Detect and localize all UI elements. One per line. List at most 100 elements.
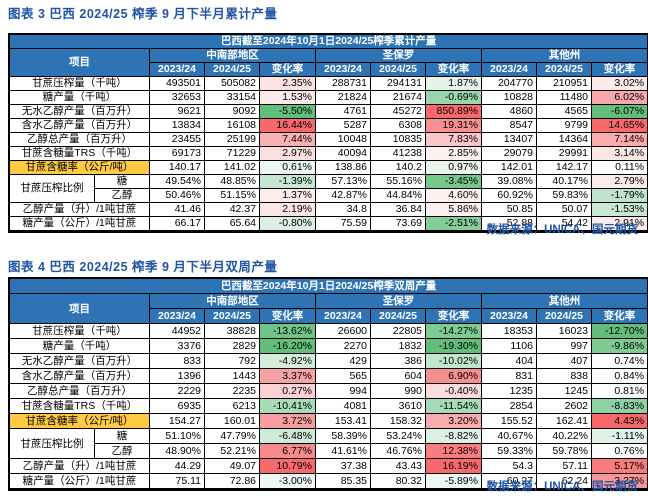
value-cell: 13834: [150, 119, 205, 133]
change-rate-cell: 0.61%: [260, 161, 316, 175]
change-rate-cell: -4.92%: [260, 354, 316, 369]
change-rate-cell: 7.83%: [426, 133, 482, 147]
value-cell: 1396: [150, 369, 205, 384]
year-header-5: 变化率: [426, 63, 482, 77]
value-cell: 833: [150, 354, 205, 369]
value-cell: 565: [316, 369, 371, 384]
value-cell: 838: [537, 369, 592, 384]
value-cell: 33154: [205, 91, 260, 105]
change-rate-cell: 0.74%: [592, 354, 648, 369]
figure-4-source: 数据来源：UNICA、国元期货: [486, 481, 638, 493]
year-header-3: 2023/24: [316, 309, 371, 324]
value-cell: 2270: [316, 339, 371, 354]
change-rate-cell: -6.48%: [260, 429, 316, 444]
value-cell: 792: [205, 354, 260, 369]
region-header-1: 圣保罗: [316, 294, 482, 309]
change-rate-cell: 7.44%: [260, 133, 316, 147]
region-header-2: 其他州: [482, 294, 648, 309]
row-label: 无水乙醇产量（百万升）: [10, 354, 150, 369]
value-cell: 55.16%: [371, 175, 426, 189]
value-cell: 4761: [316, 105, 371, 119]
value-cell: 49.07: [205, 459, 260, 474]
change-rate-cell: 0.76%: [592, 444, 648, 459]
value-cell: 53.24%: [371, 429, 426, 444]
value-cell: 160.01: [205, 414, 260, 429]
change-rate-cell: -10.02%: [426, 354, 482, 369]
value-cell: 59.83%: [537, 189, 592, 203]
year-header-7: 2024/25: [537, 309, 592, 324]
value-cell: 4081: [316, 399, 371, 414]
year-header-8: 变化率: [592, 63, 648, 77]
value-cell: 39.08%: [482, 175, 537, 189]
value-cell: 48.85%: [205, 175, 260, 189]
value-cell: 43.43: [371, 459, 426, 474]
value-cell: 26600: [316, 324, 371, 339]
change-rate-cell: 0.84%: [592, 369, 648, 384]
value-cell: 48.90%: [150, 444, 205, 459]
value-cell: 8547: [482, 119, 537, 133]
year-header-0: 2023/24: [150, 309, 205, 324]
change-rate-cell: -1.53%: [592, 203, 648, 217]
value-cell: 142.17: [537, 161, 592, 175]
value-cell: 2602: [537, 399, 592, 414]
change-rate-cell: 1.87%: [426, 77, 482, 91]
figure-3-title: 图表 3 巴西 2024/25 榨季 9 月下半月累计产量: [8, 7, 278, 21]
value-cell: 41.46: [150, 203, 205, 217]
value-cell: 75.59: [316, 217, 371, 231]
row-sublabel: 糖: [95, 175, 150, 189]
value-cell: 407: [537, 354, 592, 369]
value-cell: 493501: [150, 77, 205, 91]
value-cell: 18353: [482, 324, 537, 339]
value-cell: 49.54%: [150, 175, 205, 189]
year-header-6: 2023/24: [482, 309, 537, 324]
change-rate-cell: 6.90%: [426, 369, 482, 384]
value-cell: 294131: [371, 77, 426, 91]
item-column-header: 项目: [10, 49, 150, 77]
value-cell: 41238: [371, 147, 426, 161]
year-header-4: 2024/25: [371, 309, 426, 324]
region-header-0: 中南部地区: [150, 294, 316, 309]
value-cell: 162.41: [537, 414, 592, 429]
row-label: 乙醇产量（升）/1吨甘蔗: [10, 203, 150, 217]
change-rate-cell: 10.79%: [260, 459, 316, 474]
change-rate-cell: 0.27%: [260, 384, 316, 399]
change-rate-cell: -13.62%: [260, 324, 316, 339]
table-row: 无水乙醇产量（百万升） 833 792 -4.92% 429 386 -10.02% 404 4…: [10, 354, 648, 369]
table-row: 甘蔗压榨量（千吨） 44952 38828 -13.62% 26600 22805 -14.…: [10, 324, 648, 339]
year-header-5: 变化率: [426, 309, 482, 324]
change-rate-cell: 4.60%: [426, 189, 482, 203]
change-rate-cell: 2.35%: [260, 77, 316, 91]
value-cell: 16108: [205, 119, 260, 133]
change-rate-cell: -0.80%: [260, 217, 316, 231]
value-cell: 1443: [205, 369, 260, 384]
change-rate-cell: -9.86%: [592, 339, 648, 354]
change-rate-cell: -0.40%: [426, 384, 482, 399]
value-cell: 42.37: [205, 203, 260, 217]
value-cell: 141.02: [205, 161, 260, 175]
row-label: 甘蔗压榨比例: [10, 175, 95, 203]
value-cell: 1832: [371, 339, 426, 354]
value-cell: 52.88: [482, 217, 537, 231]
change-rate-cell: -6.07%: [592, 105, 648, 119]
value-cell: 16023: [537, 324, 592, 339]
row-label: 甘蔗压榨量（千吨）: [10, 77, 150, 91]
value-cell: 11480: [537, 91, 592, 105]
change-rate-cell: 0.97%: [426, 161, 482, 175]
table-row: 甘蔗含糖率（公斤/吨） 140.17 141.02 0.61% 138.86 140.2 0…: [10, 161, 648, 175]
change-rate-cell: -8.83%: [592, 399, 648, 414]
value-cell: 51.15%: [205, 189, 260, 203]
change-rate-cell: 3.14%: [592, 147, 648, 161]
change-rate-cell: -3.00%: [260, 474, 316, 489]
row-sublabel: 糖: [95, 429, 150, 444]
value-cell: 41.61%: [316, 444, 371, 459]
row-sublabel: 乙醇: [95, 189, 150, 203]
table-row: 糖产量（千吨） 32653 33154 1.53% 21824 21674 -0.69% 10…: [10, 91, 648, 105]
change-rate-cell: 5.17%: [592, 459, 648, 474]
value-cell: 1235: [482, 384, 537, 399]
value-cell: 65.64: [205, 217, 260, 231]
change-rate-cell: -11.54%: [426, 399, 482, 414]
change-rate-cell: 3.20%: [426, 414, 482, 429]
change-rate-cell: 4.43%: [592, 414, 648, 429]
value-cell: 47.79%: [205, 429, 260, 444]
value-cell: 60.27: [482, 474, 537, 489]
